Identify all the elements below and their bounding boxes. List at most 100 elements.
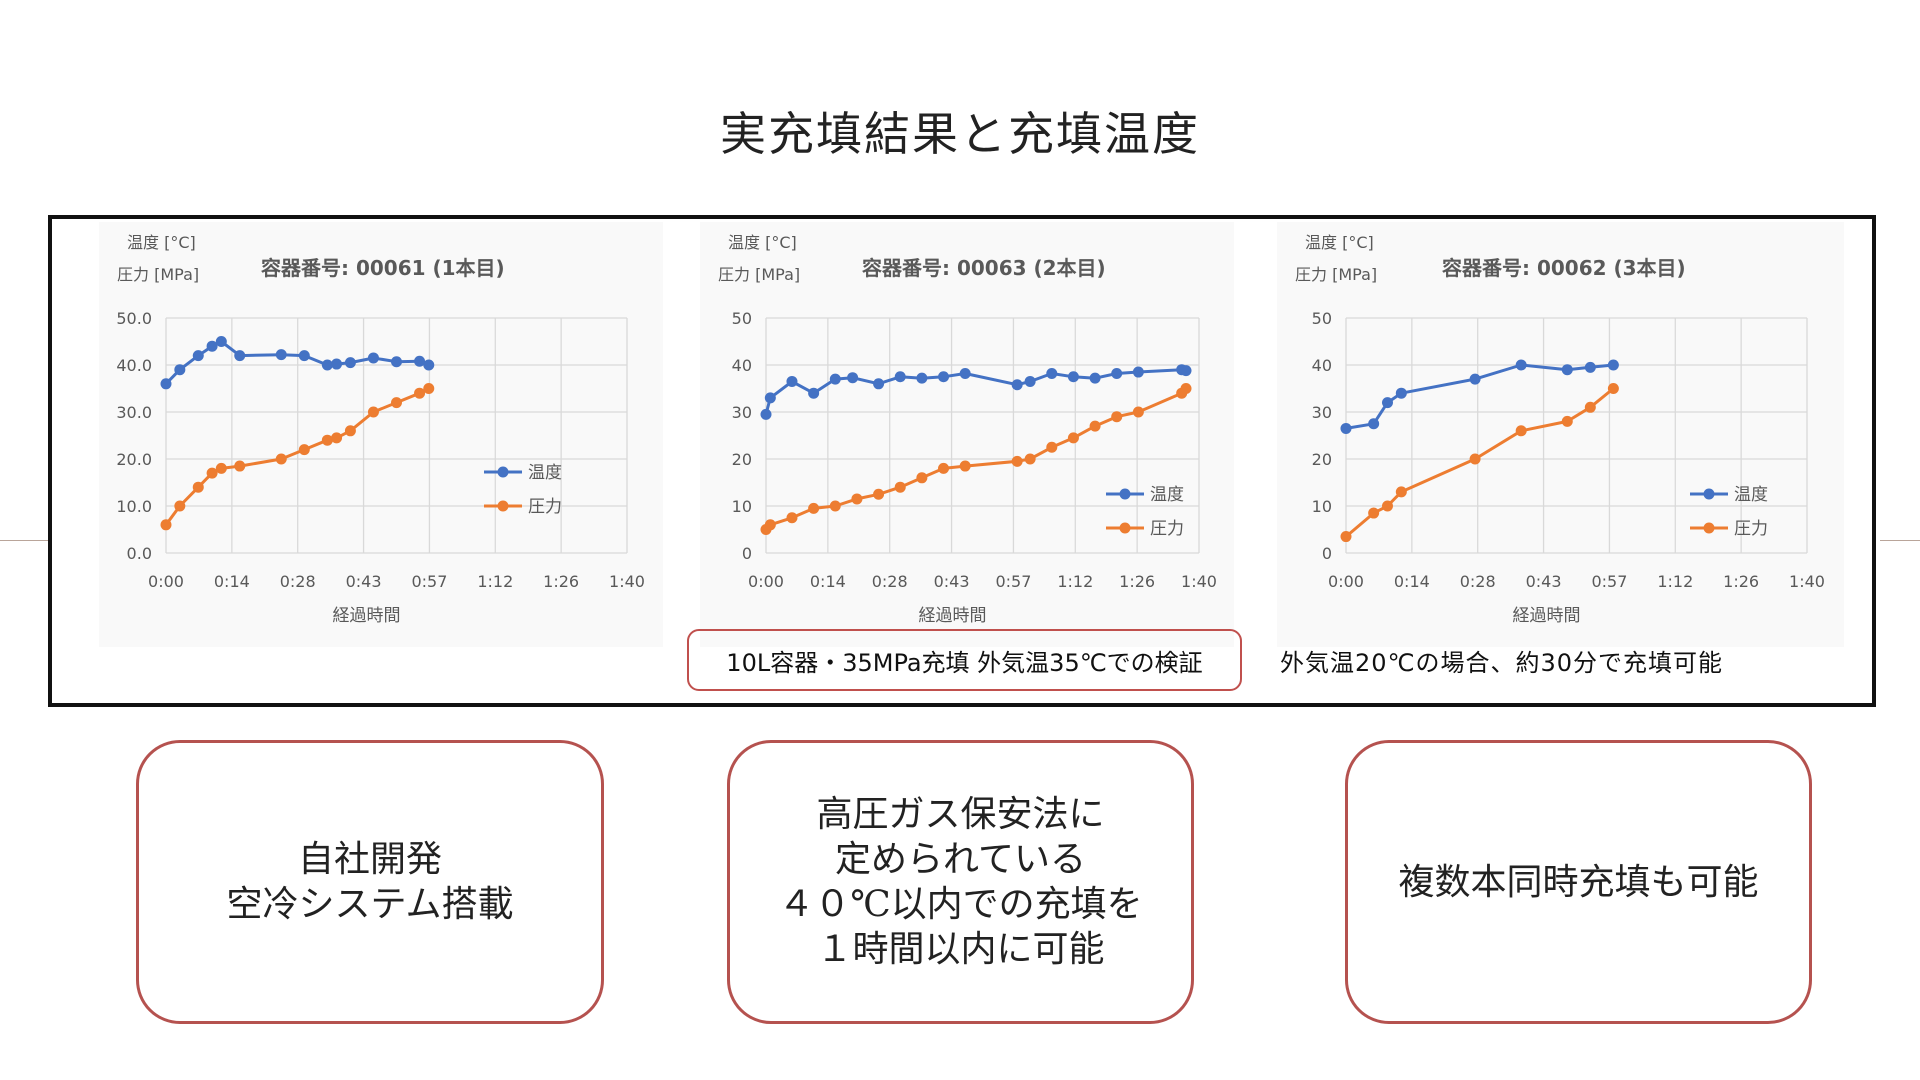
x-tick-label: 0:00: [1328, 572, 1364, 591]
chart-panel-00061: 温度 [°C] 圧力 [MPa] 容器番号: 00061 (1本目) 0.0 10.0 2…: [99, 222, 663, 647]
temperature-point: [1515, 359, 1527, 371]
legend-temperature-label: 温度: [528, 463, 562, 483]
temperature-point: [414, 355, 426, 367]
bubble-line: 複数本同時充填も可能: [1398, 861, 1759, 903]
pressure-point: [1515, 425, 1527, 437]
bubble-line: 高圧ガス保安法に: [816, 794, 1105, 835]
y-tick-label: 50: [1312, 309, 1332, 328]
x-tick-label: 1:12: [1657, 572, 1693, 591]
x-tick-label: 0:28: [280, 572, 316, 591]
x-tick-label: 0:57: [995, 572, 1031, 591]
pressure-point: [829, 500, 841, 512]
y-tick-label: 40: [732, 356, 752, 375]
pressure-point: [1368, 507, 1380, 519]
y-axis-label-temperature: 温度 [°C]: [728, 233, 797, 252]
y-tick-label: 0.0: [127, 544, 152, 563]
feature-bubble-air-cooling: 自社開発 空冷システム搭載: [136, 740, 604, 1024]
pressure-point: [1584, 401, 1596, 413]
temperature-point: [1132, 366, 1144, 378]
pressure-point: [1132, 406, 1144, 418]
temperature-point: [331, 358, 343, 370]
x-tick-label: 0:14: [214, 572, 250, 591]
temperature-point: [344, 357, 356, 369]
pressure-series-line: [1345, 387, 1615, 538]
bubble-line: ４０℃以内での充填を: [778, 884, 1143, 925]
x-tick-label: 1:40: [609, 572, 645, 591]
x-tick-label: 0:57: [411, 572, 447, 591]
decorative-rule-right: [1880, 540, 1920, 541]
y-tick-label: 10: [732, 497, 752, 516]
pressure-point: [764, 519, 776, 531]
y-tick-label: 0: [742, 544, 752, 563]
legend-pressure-label: 圧力: [1150, 519, 1184, 539]
x-tick-label: 0:14: [1394, 572, 1430, 591]
x-axis-label: 経過時間: [333, 606, 401, 626]
x-tick-label: 0:57: [1591, 572, 1627, 591]
x-tick-label: 1:26: [1119, 572, 1155, 591]
x-axis-label: 経過時間: [1513, 606, 1581, 626]
temperature-point: [938, 371, 950, 383]
y-tick-label: 10: [1312, 497, 1332, 516]
x-tick-label: 1:40: [1789, 572, 1825, 591]
pressure-point: [938, 462, 950, 474]
temperature-point: [1046, 367, 1058, 379]
pressure-point: [174, 500, 186, 512]
temperature-point: [298, 350, 310, 362]
legend-temperature-marker: [1703, 488, 1715, 500]
x-tick-label: 0:28: [872, 572, 908, 591]
x-tick-label: 1:12: [1057, 572, 1093, 591]
chart-title: 容器番号: 00061 (1本目): [261, 256, 505, 280]
temperature-point: [764, 392, 776, 404]
y-tick-label: 20: [1312, 450, 1332, 469]
y-tick-label: 30: [1312, 403, 1332, 422]
temperature-point: [1111, 367, 1123, 379]
pressure-point: [1340, 531, 1352, 543]
temperature-point: [1067, 371, 1079, 383]
pressure-point: [1607, 383, 1619, 394]
x-tick-label: 0:43: [346, 572, 382, 591]
slide-title: 実充填結果と充填温度: [720, 107, 1200, 161]
y-tick-label: 0: [1322, 544, 1332, 563]
pressure-point: [1469, 453, 1481, 465]
y-axis-label-pressure: 圧力 [MPa]: [1295, 265, 1377, 284]
pressure-point: [1180, 383, 1192, 394]
pressure-point: [1395, 486, 1407, 498]
temperature-point: [786, 375, 798, 387]
pressure-point: [215, 462, 227, 474]
pressure-point: [321, 434, 333, 446]
temperature-point: [1395, 387, 1407, 399]
pressure-point: [873, 488, 885, 500]
y-tick-label: 10.0: [116, 497, 152, 516]
pressure-point: [367, 406, 379, 418]
pressure-point: [344, 425, 356, 437]
pressure-point: [786, 512, 798, 524]
y-axis-label-pressure: 圧力 [MPa]: [117, 265, 199, 284]
temperature-point: [234, 350, 246, 362]
y-tick-label: 20: [732, 450, 752, 469]
pressure-point: [1089, 420, 1101, 432]
temperature-point: [1584, 361, 1596, 373]
legend-temperature-marker: [1119, 488, 1131, 500]
y-axis-label-pressure: 圧力 [MPa]: [718, 265, 800, 284]
legend-temperature-label: 温度: [1150, 485, 1184, 505]
temperature-point: [174, 364, 186, 376]
x-tick-label: 0:00: [748, 572, 784, 591]
y-tick-label: 40.0: [116, 356, 152, 375]
legend-temperature-marker: [497, 466, 509, 478]
verification-note: 10L容器・35MPa充填 外気温35℃での検証: [687, 629, 1242, 691]
temperature-point: [1340, 422, 1352, 434]
bubble-line: １時間以内に可能: [816, 929, 1105, 970]
temperature-point: [894, 371, 906, 383]
y-axis-label-temperature: 温度 [°C]: [1305, 233, 1374, 252]
legend-pressure-label: 圧力: [1734, 519, 1768, 539]
pressure-point: [192, 481, 204, 493]
pressure-point: [160, 519, 172, 531]
pressure-point: [851, 493, 863, 505]
x-axis-label: 経過時間: [919, 606, 987, 626]
temperature-point: [829, 373, 841, 385]
temperature-point: [1368, 418, 1380, 430]
y-tick-label: 40: [1312, 356, 1332, 375]
temperature-point: [847, 372, 859, 384]
pressure-point: [1067, 432, 1079, 444]
temperature-point: [1089, 372, 1101, 384]
